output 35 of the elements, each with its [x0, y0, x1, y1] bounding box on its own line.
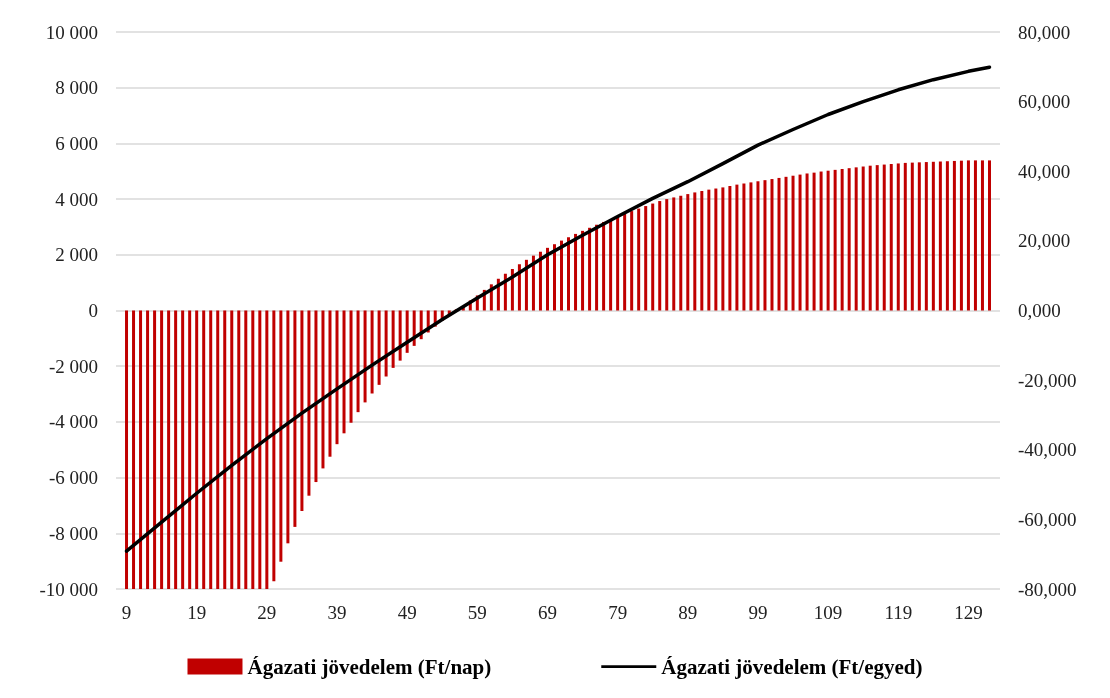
y-tick-label: -4 000: [48, 411, 98, 433]
y-tick-label: -2 000: [48, 355, 98, 377]
legend-label: Ágazati jövedelem (Ft/egyed): [661, 654, 923, 679]
y2-tick-label: 40,000: [1018, 160, 1071, 182]
y2-tick-label: -60,000: [1018, 508, 1077, 530]
x-tick-label: 9: [121, 602, 132, 623]
y2-tick-label: -80,000: [1018, 578, 1077, 600]
y2-tick-label: 20,000: [1018, 230, 1071, 252]
y-tick-label: 8 000: [55, 77, 98, 99]
y-tick-label: 2 000: [55, 244, 98, 266]
y2-tick-label: -40,000: [1018, 439, 1077, 461]
x-tick-label: 19: [187, 602, 207, 623]
y-tick-label: 6 000: [55, 132, 98, 154]
x-tick-label: 39: [327, 602, 347, 623]
y2-tick-label: 80,000: [1018, 21, 1071, 43]
y2-tick-label: -20,000: [1018, 369, 1077, 391]
x-tick-label: 129: [954, 602, 983, 623]
y2-tick-label: 0,000: [1018, 300, 1061, 321]
x-tick-label: 49: [397, 602, 417, 623]
y-tick-label: -10 000: [39, 578, 98, 600]
x-tick-label: 29: [257, 602, 277, 623]
y-tick-label: 0: [88, 300, 98, 321]
y-tick-label: -6 000: [48, 467, 98, 489]
x-tick-label: 99: [748, 602, 768, 623]
x-tick-label: 109: [813, 602, 843, 623]
x-tick-label: 79: [608, 602, 628, 623]
y-tick-label: 10 000: [45, 21, 98, 43]
y-tick-label: -8 000: [48, 522, 98, 544]
legend-label: Ágazati jövedelem (Ft/nap): [247, 654, 492, 679]
y-tick-label: 4 000: [55, 188, 98, 210]
x-tick-label: 89: [678, 602, 698, 623]
x-tick-label: 59: [467, 602, 487, 623]
x-tick-label: 119: [884, 602, 913, 623]
x-tick-label: 69: [537, 602, 557, 623]
y2-tick-label: 60,000: [1018, 91, 1071, 113]
